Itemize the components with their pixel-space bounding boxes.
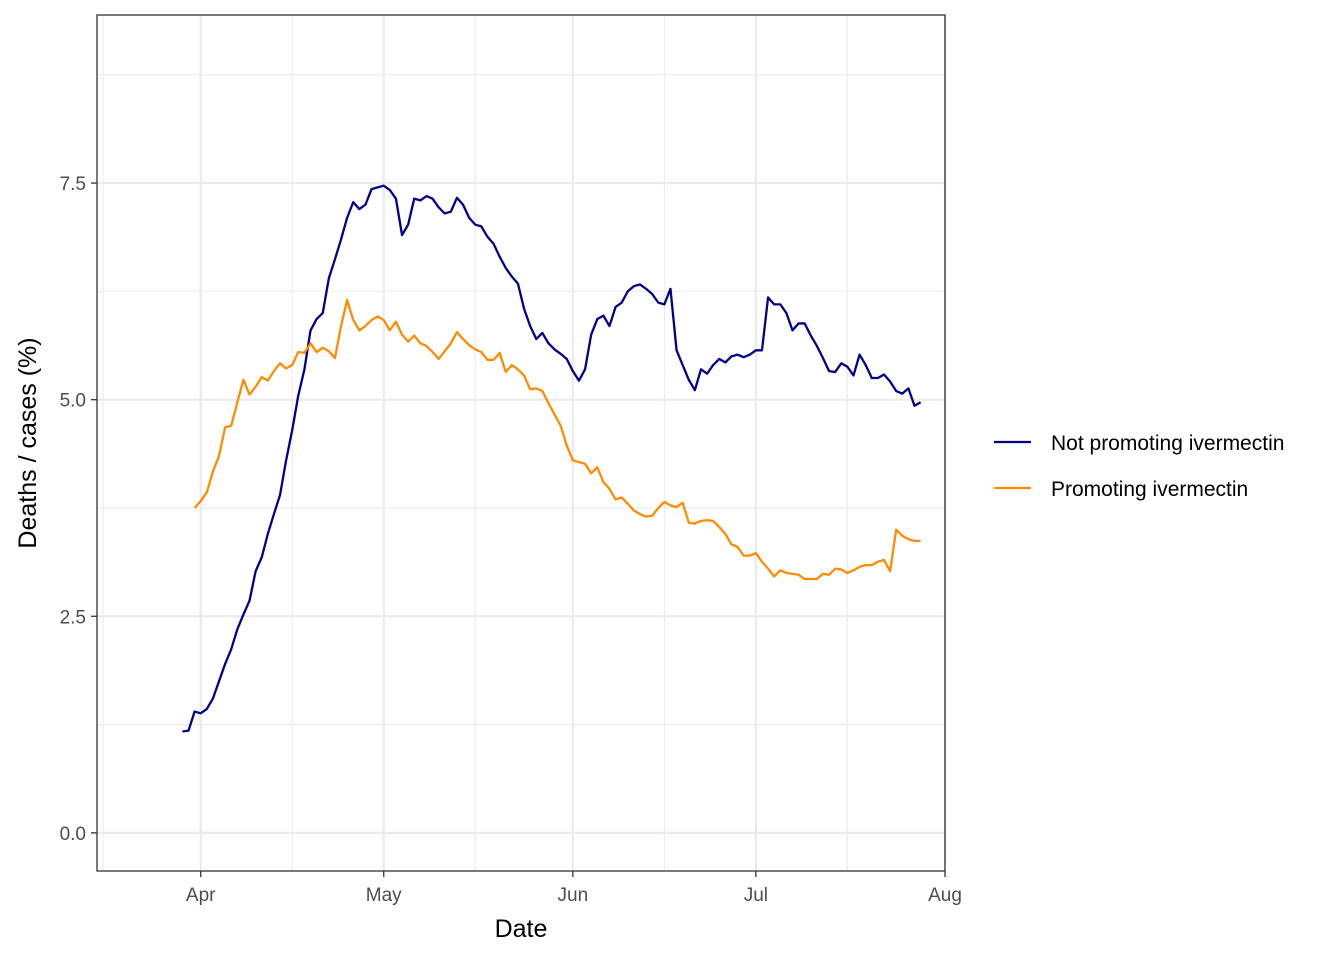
y-tick-label: 5.0 [60,391,86,412]
legend: Not promoting ivermectin Promoting iverme… [994,432,1284,501]
legend-label-not-promoting-ivermectin: Not promoting ivermectin [1051,432,1284,455]
legend-label-promoting-ivermectin: Promoting ivermectin [1051,478,1248,501]
x-tick-label: Apr [186,885,216,906]
series-lines [182,184,922,733]
y-axis: 0.0 2.5 5.0 7.5 [60,174,97,845]
x-axis-title: Date [495,915,548,943]
x-tick-label: Jun [558,885,589,906]
plot-panel-border [96,14,946,872]
y-tick-label: 0.0 [60,824,86,845]
x-tick-label: Jul [744,885,768,906]
y-axis-title: Deaths / cases (%) [14,337,42,548]
x-tick-label: May [366,885,402,906]
minor-gridlines [97,15,945,871]
x-tick-label: Aug [928,885,962,906]
y-tick-label: 2.5 [60,607,86,628]
series-line-promoting-ivermectin [193,298,921,581]
x-axis: Apr May Jun Jul Aug [186,871,962,906]
series-line-not-promoting-ivermectin [182,184,922,733]
y-tick-label: 7.5 [60,174,86,195]
